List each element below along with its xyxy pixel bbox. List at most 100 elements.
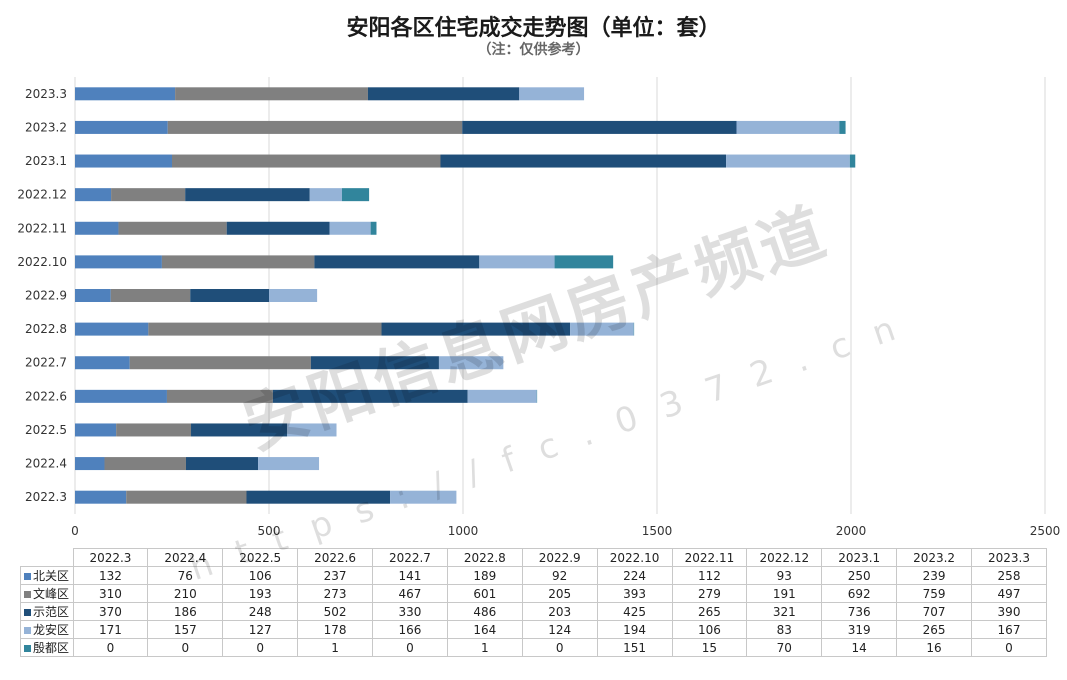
table-cell: 273 (297, 584, 373, 603)
table-cell: 167 (971, 620, 1047, 639)
table-cell: 157 (147, 620, 224, 639)
table-cell: 502 (297, 602, 373, 621)
bar-2022.7-series-2 (310, 356, 439, 370)
y-tick-label-2023.3: 2023.3 (25, 87, 67, 101)
table-cell: 83 (746, 620, 823, 639)
y-tick-label-2023.1: 2023.1 (25, 154, 67, 168)
bar-2023.1-series-0 (75, 154, 172, 168)
table-cell: 189 (446, 566, 523, 585)
y-tick-label-2022.5: 2022.5 (25, 423, 67, 437)
table-col-header: 2022.10 (596, 548, 673, 567)
bar-2023.1-series-4 (849, 154, 856, 168)
table-cell: 112 (671, 566, 748, 585)
bar-2022.5-series-2 (191, 423, 288, 437)
table-cell: 191 (746, 584, 823, 603)
x-tick-label-1500: 1500 (642, 524, 673, 538)
table-cell: 601 (446, 584, 523, 603)
table-cell: 265 (896, 620, 972, 639)
bar-2022.11-series-0 (75, 221, 119, 235)
bar-2022.6-series-0 (75, 389, 167, 403)
table-row: 龙安区 171 157 127 178 166 164 124 194 106 83 319 265 16… (20, 620, 1047, 639)
table-cell: 370 (72, 602, 149, 621)
table-cell: 193 (222, 584, 299, 603)
bar-2022.6-series-2 (272, 389, 468, 403)
bar-2022.9-series-0 (75, 289, 111, 302)
table-cell: 321 (746, 602, 823, 621)
bar-2022.6-series-3 (467, 389, 537, 403)
y-tick-label-2022.12: 2022.12 (17, 188, 67, 202)
bar-2022.7-series-1 (129, 356, 311, 370)
table-col-header: 2022.7 (372, 548, 448, 567)
table-cell: 248 (222, 602, 299, 621)
table-col-header: 2022.11 (671, 548, 748, 567)
table-cell: 1 (446, 638, 523, 657)
table-cell: 210 (147, 584, 224, 603)
data-table: 2022.3 2022.4 2022.5 2022.6 2022.7 2022.8 2022… (20, 548, 1047, 657)
bar-2022.4-series-3 (258, 457, 320, 471)
bar-2023.2-series-2 (462, 120, 737, 134)
bar-2022.12-series-3 (309, 188, 342, 202)
x-tick-label-2000: 2000 (836, 524, 867, 538)
table-cell: 132 (72, 566, 149, 585)
table-cell: 310 (72, 584, 149, 603)
table-col-header: 2022.9 (521, 548, 598, 567)
table-cell: 171 (72, 620, 149, 639)
table-cell: 279 (671, 584, 748, 603)
table-cell: 15 (671, 638, 748, 657)
table-corner (20, 548, 74, 567)
table-row: 示范区 370 186 248 502 330 486 203 425 265 321 736 707 3… (20, 602, 1047, 621)
bar-2023.2-series-3 (736, 120, 840, 134)
table-cell: 250 (821, 566, 898, 585)
table-cell: 736 (821, 602, 898, 621)
x-tick-label-2500: 2500 (1030, 524, 1061, 538)
table-cell: 0 (147, 638, 224, 657)
legend-swatch (24, 573, 31, 580)
table-col-header: 2022.4 (147, 548, 224, 567)
bar-2022.9-series-3 (269, 289, 318, 302)
bar-2022.6-series-1 (166, 389, 273, 403)
legend-entry: 示范区 (20, 602, 74, 621)
x-tick-label-1000: 1000 (448, 524, 479, 538)
table-cell: 265 (671, 602, 748, 621)
bar-2022.4-series-2 (185, 457, 259, 471)
table-col-header: 2022.12 (746, 548, 823, 567)
legend-entry: 文峰区 (20, 584, 74, 603)
bar-2022.12-series-2 (185, 188, 310, 202)
table-col-header: 2023.1 (821, 548, 898, 567)
y-tick-label-2022.6: 2022.6 (25, 389, 67, 403)
bar-2023.3-series-0 (75, 87, 176, 101)
bar-2022.3-series-3 (390, 490, 457, 504)
table-cell: 224 (596, 566, 673, 585)
table-cell: 759 (896, 584, 972, 603)
table-cell: 16 (896, 638, 972, 657)
y-tick-label-2022.3: 2022.3 (25, 490, 67, 504)
bar-2022.3-series-0 (75, 490, 127, 504)
table-cell: 203 (521, 602, 598, 621)
bar-2022.9-series-1 (110, 289, 191, 302)
bar-2022.12-series-1 (111, 188, 186, 202)
table-cell: 0 (521, 638, 598, 657)
table-cell: 194 (596, 620, 673, 639)
bar-2022.11-series-2 (226, 221, 330, 235)
bar-2022.3-series-2 (246, 490, 391, 504)
x-tick-label-0: 0 (71, 524, 79, 538)
legend-entry: 北关区 (20, 566, 74, 585)
bar-2023.1-series-3 (726, 154, 850, 168)
table-col-header: 2022.8 (446, 548, 523, 567)
y-tick-label-2022.9: 2022.9 (25, 289, 67, 303)
table-cell: 319 (821, 620, 898, 639)
table-row: 北关区 132 76 106 237 141 189 92 224 112 93 250 239 258 (20, 566, 1047, 585)
table-cell: 141 (372, 566, 448, 585)
bar-2023.3-series-2 (367, 87, 520, 101)
bar-2022.8-series-0 (75, 322, 149, 336)
table-col-header: 2023.2 (896, 548, 972, 567)
table-cell: 14 (821, 638, 898, 657)
table-cell: 425 (596, 602, 673, 621)
bar-2023.1-series-2 (440, 154, 727, 168)
bar-2022.10-series-3 (479, 255, 555, 269)
chart-subtitle: （注：仅供参考） (477, 42, 590, 58)
bar-2023.2-series-0 (75, 120, 168, 134)
y-tick-label-2023.2: 2023.2 (25, 120, 67, 134)
table-cell: 166 (372, 620, 448, 639)
bar-2023.2-series-4 (839, 120, 846, 134)
